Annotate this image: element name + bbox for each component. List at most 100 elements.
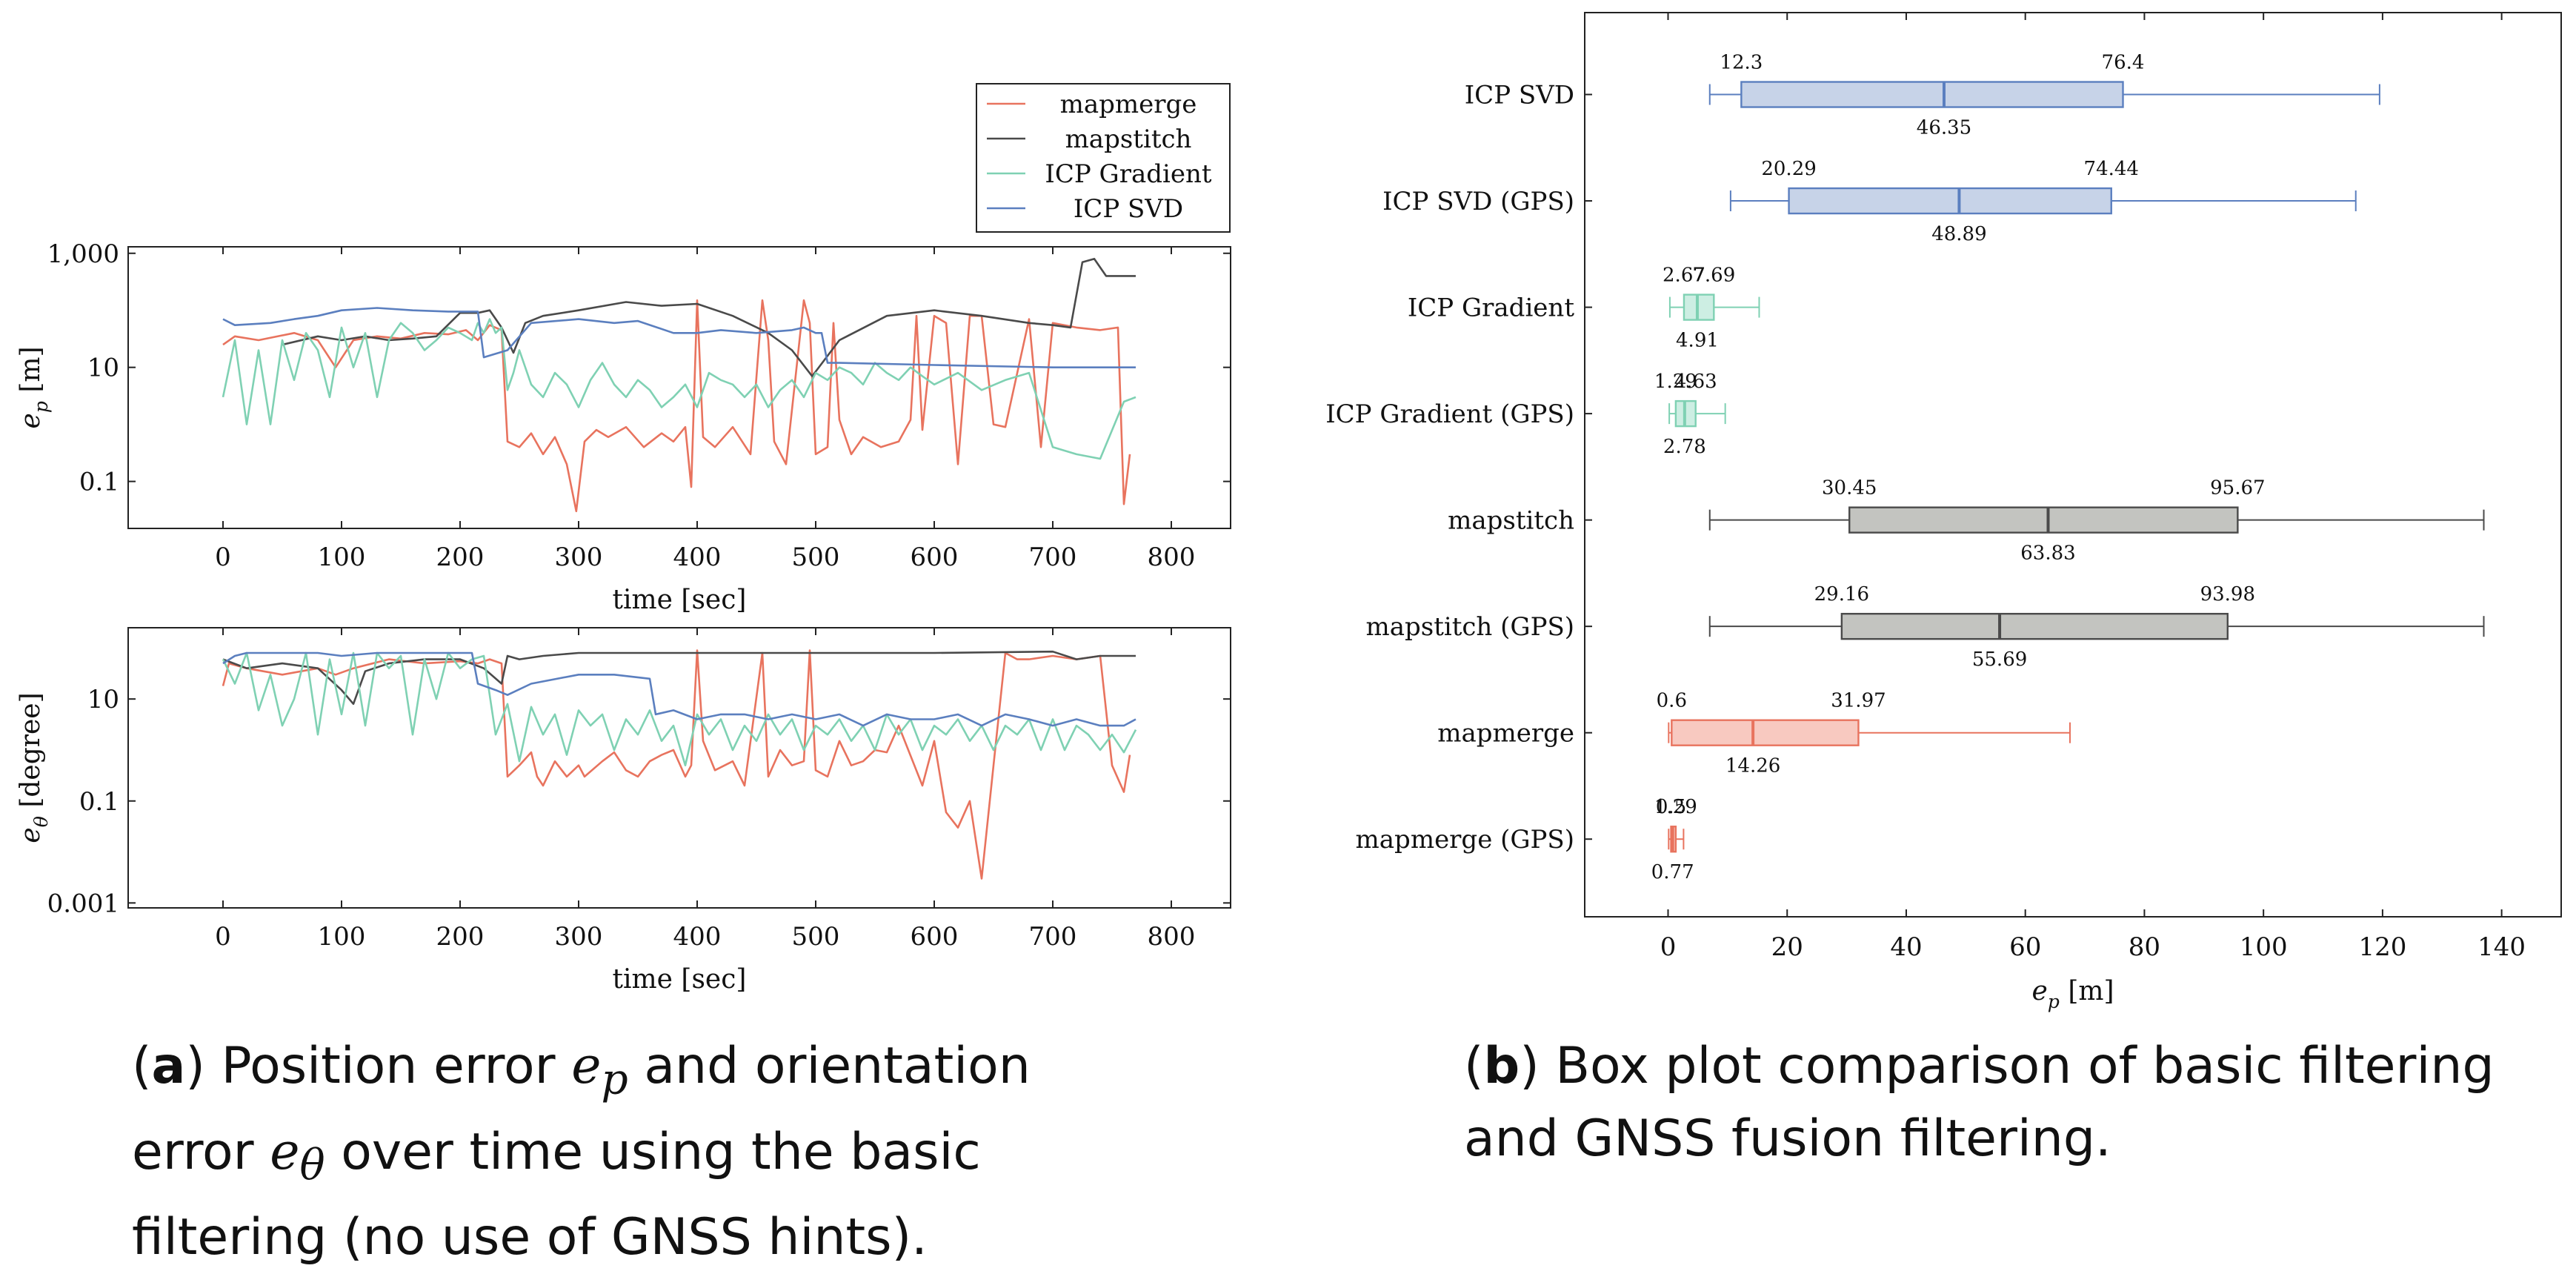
orientation-xtick-label: 300 [555,922,603,952]
orientation-y-axis-label-sub: θ [30,816,52,827]
legend: mapmerge mapstitch ICP Gradient ICP SVD [976,83,1231,233]
orientation-y-axis-label-unit: [degree] [16,692,46,816]
orientation-series-icp-svd [222,651,1136,727]
position-ytick-label: 10 [87,354,119,383]
box-q3-label: 7.69 [1692,265,1735,287]
caption-b: (b) Box plot comparison of basic filteri… [1464,1037,2495,1168]
position-plot-frame [127,246,1231,529]
legend-entry-mapstitch: mapstitch [1065,125,1192,154]
position-xtick-label: 100 [318,543,366,572]
position-ytick-label: 1,000 [47,239,119,269]
position-xtick-label: 300 [555,543,603,572]
caption-a: (a) Position error ep and orientation er… [132,1037,1031,1267]
boxplot-x-axis-label-var: e [2031,976,2047,1006]
orientation-xtick-label: 100 [318,922,366,952]
boxplot-x-axis-label: ep [m] [2031,976,2114,1012]
orientation-xtick-label: 200 [436,922,485,952]
box-mapstitch-gps: mapstitch (GPS) 29.16 93.98 55.69 [1365,583,2485,671]
orientation-y-axis-label-var: e [16,827,46,843]
caption-b-tag: b [1483,1037,1520,1095]
orientation-xtick-label: 600 [911,922,959,952]
box-median-label: 55.69 [1972,648,2027,671]
box-icp-gradient: ICP Gradient 2.677.69 4.91 [1408,265,1760,352]
orientation-xtick-label: 700 [1029,922,1077,952]
caption-a-sub2: θ [299,1141,325,1190]
boxplot-x-axis-label-sub: p [2048,991,2060,1012]
boxplot-frame [1584,12,2562,918]
box-q1-label: 30.45 [1822,477,1877,500]
box-category-label: mapmerge [1437,719,1574,749]
position-xtick-label: 700 [1029,543,1077,572]
caption-a-tag: a [151,1037,186,1095]
caption-a-text-after: over time using the basic filtering (no … [132,1122,981,1267]
legend-entry-mapmerge: mapmerge [1060,90,1197,119]
orientation-series-icp-gradient [222,651,1137,766]
position-series-icp-gradient [222,318,1136,460]
box-median-label: 4.91 [1676,330,1719,352]
box-category-label: ICP Gradient [1408,293,1574,323]
position-series-mapstitch [282,257,1136,377]
caption-a-var2: e [270,1122,300,1181]
position-xtick-label: 200 [436,543,485,572]
box-icp-svd-gps: ICP SVD (GPS) 20.29 74.44 48.89 [1382,158,2357,245]
box-category-label: ICP SVD (GPS) [1382,187,1574,216]
box-median-label: 2.78 [1663,436,1706,458]
box-iqr [1788,187,2112,215]
orientation-xtick-label: 800 [1148,922,1196,952]
box-q3-label: 31.97 [1831,690,1886,712]
legend-entry-icp-svd: ICP SVD [1074,194,1183,224]
orientation-xtick-label: 500 [792,922,840,952]
box-median-label: 46.35 [1917,117,1971,139]
position-xtick-label: 600 [911,543,959,572]
box-q3-label: 1.29 [1654,796,1697,818]
position-y-axis-label: ep [m] [16,346,52,428]
boxplot-xtick-label: 20 [1771,932,1803,962]
box-iqr [1671,719,1860,746]
box-category-label: mapstitch [1448,506,1574,536]
orientation-series-mapmerge [222,649,1131,880]
box-q3-label: 93.98 [2200,583,2255,606]
box-mapmerge: mapmerge 0.6 31.97 14.26 [1437,690,2071,777]
orientation-ytick-label: 10 [87,685,119,714]
legend-entry-icp-gradient: ICP Gradient [1045,159,1211,189]
box-q1-label: 2.67 [1663,265,1705,287]
boxplot-xtick-label: 60 [2009,932,2041,962]
caption-a-text-before: Position error [204,1037,572,1095]
box-mapstitch: mapstitch 30.45 95.67 63.83 [1448,477,2485,565]
orientation-error-chart: 0 100 200 300 400 500 600 700 800 0.001 0.1 10 time … [16,627,1231,995]
caption-a-sub1: p [601,1055,628,1104]
box-median-label: 0.77 [1651,861,1694,883]
orientation-ytick-label: 0.1 [79,787,119,817]
box-iqr [1840,612,2229,640]
position-xtick-label: 500 [792,543,840,572]
box-icp-svd: ICP SVD 12.3 76.4 46.35 [1465,52,2380,139]
boxplot-xtick-label: 0 [1660,932,1677,962]
box-q3-label: 74.44 [2084,158,2139,180]
box-q3-label: 4.63 [1674,371,1717,393]
position-x-axis-label: time [sec] [613,585,747,615]
box-category-label: mapmerge (GPS) [1356,825,1574,855]
position-y-axis-label-var: e [16,413,46,428]
box-q1-label: 0.5 [1656,796,1686,818]
box-q1-label: 0.6 [1657,690,1687,712]
box-iqr [1740,81,2124,108]
boxplot-xtick-label: 80 [2129,932,2160,962]
box-q1-label: 12.3 [1720,52,1763,74]
box-category-label: ICP Gradient (GPS) [1325,399,1574,429]
box-q1-label: 29.16 [1814,583,1869,606]
box-median-label: 14.26 [1725,755,1780,777]
position-ytick-label: 0.1 [79,468,119,497]
box-category-label: mapstitch (GPS) [1365,612,1574,642]
box-median-label: 63.83 [2020,543,2075,565]
position-y-axis-label-sub: p [30,401,52,413]
caption-b-text: Box plot comparison of basic filtering a… [1464,1037,2495,1168]
position-xtick-label: 400 [673,543,722,572]
orientation-y-axis-label: eθ [degree] [16,692,52,843]
box-icp-gradient-gps: ICP Gradient (GPS) 1.294.63 2.78 [1325,371,1726,458]
legend-frame [976,83,1231,233]
orientation-series-mapstitch [222,650,1136,706]
caption-a-text-mid: and orientation error [132,1037,1031,1181]
boxplot-xtick-label: 120 [2358,932,2406,962]
box-q3-label: 76.4 [2102,52,2145,74]
